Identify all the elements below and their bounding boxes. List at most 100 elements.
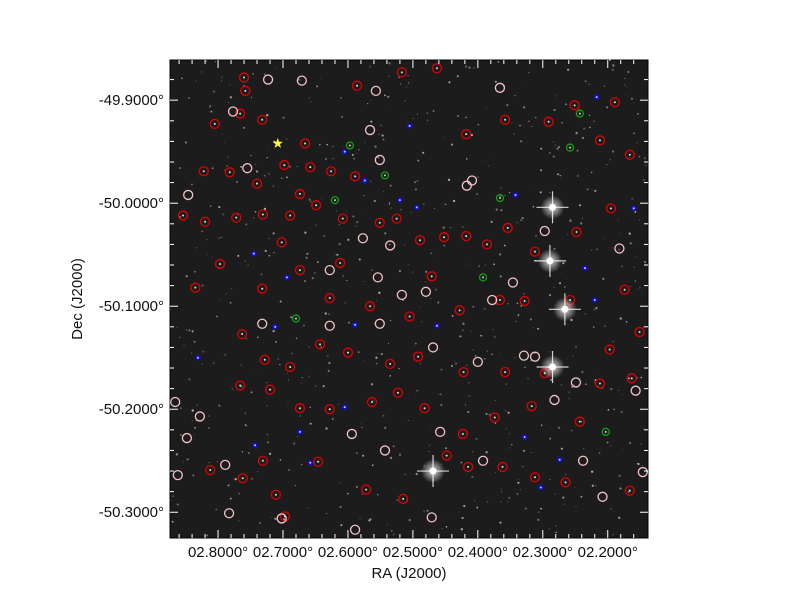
source-dot <box>417 355 420 358</box>
faint-source <box>485 412 488 415</box>
faint-source <box>218 206 221 209</box>
faint-source <box>355 452 358 455</box>
x-tick-label: 02.8000° <box>188 544 248 561</box>
faint-source <box>588 114 591 117</box>
faint-source <box>550 378 553 381</box>
faint-source <box>191 409 194 412</box>
faint-source <box>236 213 239 216</box>
red-catalog-marker <box>502 222 513 234</box>
faint-source <box>644 261 647 263</box>
faint-source <box>515 488 517 490</box>
faint-source <box>528 71 530 74</box>
faint-source <box>495 208 498 211</box>
source-dot <box>632 207 635 210</box>
faint-source <box>555 144 557 146</box>
source-dot <box>578 420 581 423</box>
faint-source <box>388 62 391 65</box>
faint-source <box>535 116 537 119</box>
red-catalog-marker <box>177 210 189 221</box>
red-catalog-marker <box>392 387 404 398</box>
faint-source <box>416 389 418 392</box>
faint-source <box>636 142 638 144</box>
faint-source <box>290 316 293 319</box>
yellow-star-marker <box>272 137 283 148</box>
pink-catalog-marker <box>637 466 648 478</box>
faint-source <box>188 329 191 332</box>
faint-source <box>314 224 317 226</box>
red-catalog-marker <box>454 305 465 316</box>
faint-source <box>524 507 527 510</box>
faint-source <box>461 226 464 228</box>
faint-source <box>426 509 429 512</box>
faint-source <box>272 251 275 254</box>
source-dot <box>533 476 536 479</box>
source-dot <box>298 430 301 433</box>
faint-source <box>263 174 266 177</box>
source-dot <box>402 497 405 500</box>
faint-source <box>449 226 452 229</box>
red-catalog-marker <box>398 493 409 505</box>
faint-source <box>461 516 464 520</box>
faint-source <box>567 234 569 235</box>
faint-source <box>432 109 435 112</box>
source-dot <box>330 170 333 173</box>
red-catalog-marker <box>543 116 554 127</box>
faint-source <box>485 108 487 110</box>
faint-source <box>250 391 253 394</box>
faint-source <box>633 266 635 269</box>
faint-source <box>220 76 223 79</box>
red-catalog-marker <box>224 167 235 178</box>
faint-source <box>400 83 402 85</box>
faint-source <box>422 510 426 513</box>
red-catalog-marker <box>414 235 426 246</box>
red-catalog-marker <box>209 118 220 130</box>
pink-catalog-marker <box>379 445 391 456</box>
faint-source <box>380 124 382 127</box>
faint-source <box>179 407 182 410</box>
faint-source <box>493 263 496 266</box>
pink-catalog-marker <box>374 318 385 329</box>
source-dot <box>445 454 448 457</box>
faint-source <box>608 59 611 62</box>
faint-source <box>378 291 381 294</box>
faint-source <box>568 397 571 400</box>
faint-source <box>377 352 379 354</box>
faint-source <box>472 451 474 453</box>
faint-source <box>398 270 401 273</box>
y-tick-label: -50.1000° <box>99 298 164 315</box>
faint-source <box>303 324 305 327</box>
faint-source <box>497 60 500 63</box>
faint-source <box>347 321 350 324</box>
faint-source <box>517 314 519 317</box>
red-catalog-marker <box>257 209 269 220</box>
faint-source <box>370 100 372 102</box>
faint-source <box>316 85 319 88</box>
bright-star <box>536 191 569 224</box>
red-catalog-marker <box>349 171 361 182</box>
faint-source <box>275 67 277 68</box>
faint-source <box>519 489 521 491</box>
faint-source <box>454 360 456 362</box>
red-catalog-marker <box>257 455 269 466</box>
source-dot <box>239 384 242 387</box>
faint-source <box>414 342 417 345</box>
faint-source <box>193 433 195 436</box>
faint-source <box>500 187 502 189</box>
faint-source <box>481 160 483 162</box>
faint-source <box>444 203 447 206</box>
faint-source <box>169 499 171 501</box>
faint-source <box>299 415 301 417</box>
faint-source <box>591 484 594 487</box>
pink-catalog-marker <box>296 75 307 86</box>
source-dot <box>196 356 199 359</box>
faint-source <box>301 376 303 379</box>
faint-source <box>559 174 562 177</box>
source-dot <box>598 139 601 142</box>
faint-source <box>226 293 227 295</box>
pink-catalog-marker <box>349 524 361 535</box>
red-catalog-marker <box>351 80 363 91</box>
y-tick-label: -50.2000° <box>99 401 164 418</box>
source-dot <box>333 199 336 202</box>
faint-source <box>196 247 197 249</box>
faint-source <box>375 362 378 365</box>
